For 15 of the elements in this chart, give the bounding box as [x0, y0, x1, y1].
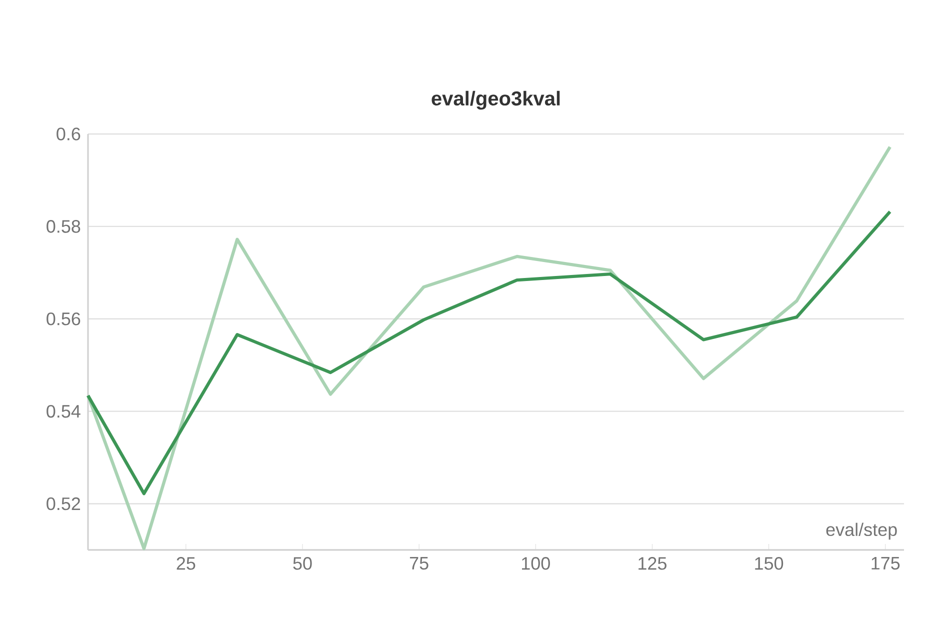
line-series — [86, 210, 892, 496]
x-tick-label: 75 — [410, 557, 428, 570]
chart-title: eval/geo3kval — [432, 90, 560, 110]
y-tick-label: 0.52 — [46, 497, 80, 510]
y-tick-label: 0.6 — [56, 128, 80, 140]
x-tick-label: 125 — [638, 557, 666, 570]
y-tick-label: 0.58 — [46, 220, 80, 233]
x-tick-label: 150 — [755, 557, 784, 570]
x-tick-label: 175 — [872, 557, 900, 570]
x-axis-title: eval/step — [826, 522, 897, 540]
x-tick-label: 25 — [176, 557, 196, 570]
x-tick-label: 50 — [293, 557, 312, 570]
y-tick-label: 0.56 — [46, 312, 80, 326]
x-tick-label: 100 — [522, 557, 550, 570]
y-tick-label: 0.54 — [46, 404, 80, 418]
